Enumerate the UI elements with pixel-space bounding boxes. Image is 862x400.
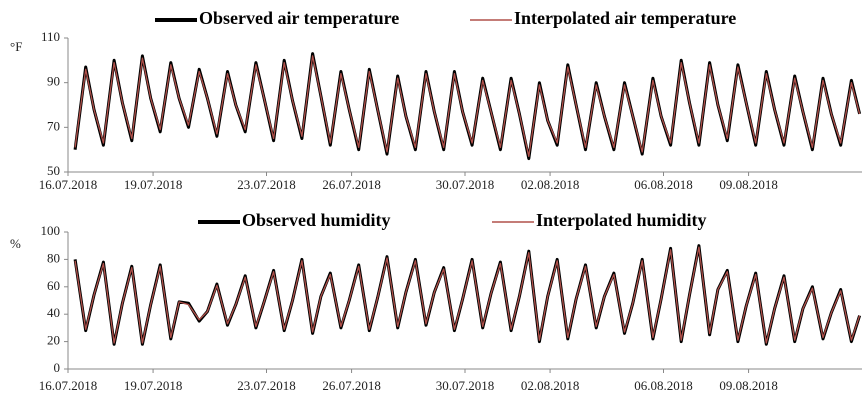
x-tick-label: 16.07.2018 — [39, 378, 98, 393]
legend-label: Observed air temperature — [199, 8, 399, 28]
x-tick-label: 19.07.2018 — [124, 177, 183, 192]
x-tick-label: 26.07.2018 — [322, 177, 381, 192]
y-tick-label: 100 — [41, 223, 61, 238]
x-tick-label: 06.08.2018 — [634, 378, 693, 393]
x-tick-label: 30.07.2018 — [436, 177, 495, 192]
legend-label: Observed humidity — [242, 210, 391, 230]
x-tick-label: 02.08.2018 — [521, 177, 580, 192]
y-tick-label: 50 — [47, 163, 60, 178]
y-tick-label: 80 — [47, 250, 60, 265]
x-tick-label: 06.08.2018 — [634, 177, 693, 192]
legend-label: Interpolated air temperature — [514, 8, 736, 28]
y-tick-label: 20 — [47, 333, 60, 348]
x-tick-label: 09.08.2018 — [719, 177, 778, 192]
y-axis-label: °F — [10, 39, 22, 54]
series-line — [73, 244, 862, 346]
y-tick-label: 60 — [47, 278, 60, 293]
series-line — [74, 246, 861, 344]
x-tick-label: 26.07.2018 — [322, 378, 381, 393]
x-tick-label: 02.08.2018 — [521, 378, 580, 393]
x-tick-label: 19.07.2018 — [124, 378, 183, 393]
y-tick-label: 90 — [47, 74, 60, 89]
y-tick-label: 0 — [54, 360, 61, 375]
x-tick-label: 30.07.2018 — [436, 378, 495, 393]
series-line — [74, 55, 861, 158]
x-tick-label: 23.07.2018 — [237, 378, 296, 393]
x-tick-label: 23.07.2018 — [237, 177, 296, 192]
y-tick-label: 40 — [47, 305, 60, 320]
y-axis-label: % — [10, 236, 21, 251]
y-tick-label: 70 — [47, 118, 60, 133]
legend-label: Interpolated humidity — [536, 210, 707, 230]
y-tick-label: 110 — [41, 29, 60, 44]
x-tick-label: 09.08.2018 — [719, 378, 778, 393]
x-tick-label: 16.07.2018 — [39, 177, 98, 192]
